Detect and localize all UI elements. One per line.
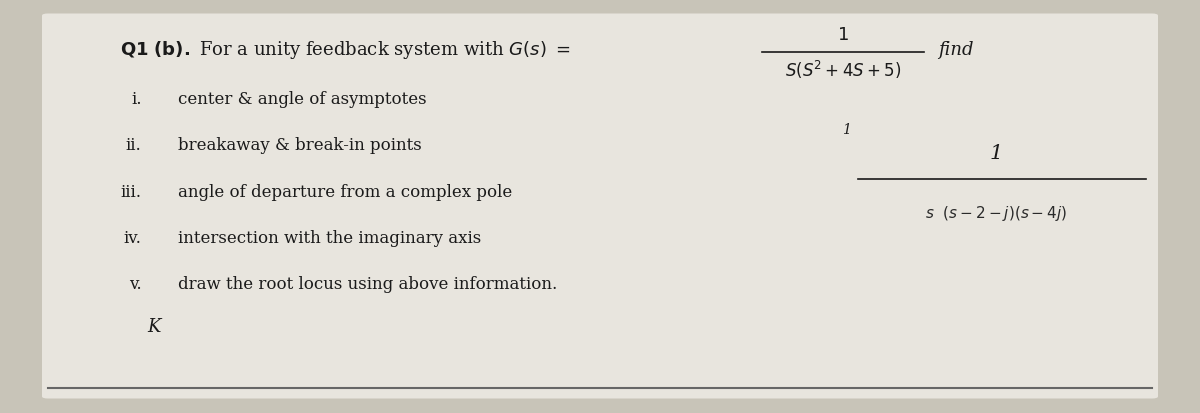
Text: iv.: iv. xyxy=(124,229,142,247)
Text: K: K xyxy=(148,317,161,335)
Text: i.: i. xyxy=(131,90,142,108)
Text: $\mathbf{Q1\ (b).}$ For a unity feedback system with $G(s)\ =\ $: $\mathbf{Q1\ (b).}$ For a unity feedback… xyxy=(120,38,570,61)
Text: 1: 1 xyxy=(989,143,1003,162)
Text: $S(S^2+4S+5)$: $S(S^2+4S+5)$ xyxy=(785,58,901,81)
Text: ii.: ii. xyxy=(126,137,142,154)
Text: breakaway & break-in points: breakaway & break-in points xyxy=(178,137,421,154)
Text: center & angle of asymptotes: center & angle of asymptotes xyxy=(178,90,426,108)
Text: v.: v. xyxy=(128,275,142,293)
FancyBboxPatch shape xyxy=(42,14,1158,399)
Text: iii.: iii. xyxy=(120,183,142,200)
Text: $1$: $1$ xyxy=(838,26,848,44)
Text: find: find xyxy=(938,40,974,59)
Text: angle of departure from a complex pole: angle of departure from a complex pole xyxy=(178,183,512,200)
Text: intersection with the imaginary axis: intersection with the imaginary axis xyxy=(178,229,481,247)
Text: 1: 1 xyxy=(841,123,851,137)
Text: draw the root locus using above information.: draw the root locus using above informat… xyxy=(178,275,557,293)
Text: $s\ \ (s-2-j)(s-4j)$: $s\ \ (s-2-j)(s-4j)$ xyxy=(925,203,1067,222)
